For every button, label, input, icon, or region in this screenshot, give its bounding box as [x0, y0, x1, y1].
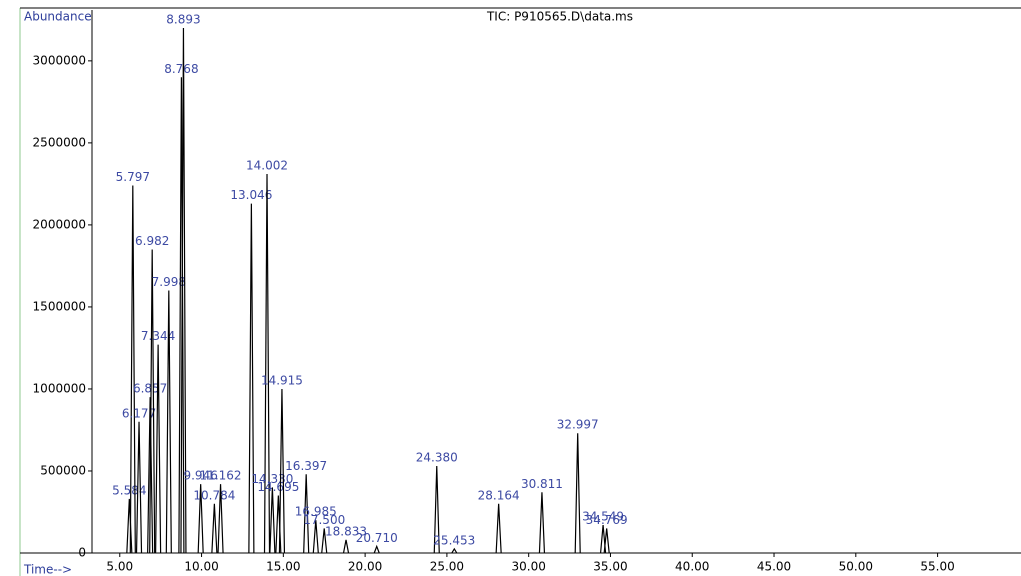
peak: [303, 474, 310, 554]
x-tick-label: 40.00: [675, 560, 709, 574]
y-tick-label: 0: [78, 546, 86, 560]
peak: [248, 203, 255, 554]
x-tick-label: 10.00: [184, 560, 218, 574]
peak-label: 11.162: [200, 469, 242, 483]
peak-label: 10.784: [193, 488, 235, 502]
y-axis-label: Abundance: [24, 10, 92, 24]
peak-label: 8.893: [166, 13, 200, 27]
peak: [180, 28, 187, 554]
peak: [433, 466, 440, 554]
peak-label: 7.998: [152, 275, 186, 289]
peak: [342, 539, 350, 554]
peak: [155, 344, 162, 554]
peak-label: 9.946: [183, 469, 217, 483]
x-tick-label: 15.00: [266, 560, 300, 574]
x-tick-label: 50.00: [839, 560, 873, 574]
peak-label: 14.002: [246, 159, 288, 173]
peak-label: 20.710: [356, 531, 398, 545]
peak-label: 8.768: [164, 62, 198, 76]
chart-title: TIC: P910565.D\data.ms: [486, 10, 633, 24]
peak: [165, 290, 172, 554]
peak: [269, 487, 276, 554]
y-tick-label: 1500000: [33, 299, 86, 313]
x-tick-label: 25.00: [430, 560, 464, 574]
peak-label: 7.344: [141, 329, 175, 343]
peak-label: 18.833: [325, 524, 367, 538]
peak: [451, 547, 458, 554]
x-tick-label: 35.00: [593, 560, 627, 574]
peak: [178, 77, 185, 554]
peak: [197, 484, 204, 554]
peak-label: 16.397: [285, 459, 327, 473]
peak-label: 34.549: [582, 510, 624, 524]
x-tick-label: 55.00: [920, 560, 954, 574]
x-axis-label: Time-->: [23, 563, 72, 576]
peak-label: 5.797: [116, 170, 150, 184]
peak: [321, 528, 328, 554]
peak-label: 13.046: [230, 188, 272, 202]
y-tick-label: 1000000: [33, 381, 86, 395]
peak: [373, 544, 380, 554]
peak: [211, 503, 218, 554]
y-tick-label: 2000000: [33, 217, 86, 231]
peak: [147, 397, 154, 554]
peak-label: 28.164: [478, 488, 520, 502]
peak-label: 34.769: [586, 513, 628, 527]
x-tick-label: 45.00: [757, 560, 791, 574]
x-tick-label: 5.00: [106, 560, 133, 574]
peak-label: 6.177: [122, 406, 156, 420]
y-tick-label: 500000: [40, 463, 86, 477]
peak: [217, 484, 224, 554]
x-tick-label: 20.00: [348, 560, 382, 574]
peak: [538, 492, 546, 554]
peak: [135, 421, 143, 554]
peak: [278, 388, 286, 554]
peak-label: 16.985: [295, 505, 337, 519]
peak-label: 14.695: [257, 480, 299, 494]
peak: [312, 520, 319, 554]
x-tick-label: 30.00: [511, 560, 545, 574]
peak: [149, 249, 156, 554]
peak-label: 17.500: [303, 513, 345, 527]
peak: [603, 528, 610, 554]
peak: [263, 174, 271, 554]
peak-label: 30.811: [521, 477, 563, 491]
peak: [129, 185, 136, 554]
peak-label: 32.997: [557, 418, 599, 432]
peak-label: 25.453: [433, 533, 475, 547]
y-tick-label: 2500000: [33, 135, 86, 149]
peak: [574, 433, 581, 554]
peak: [495, 503, 502, 554]
peak-label: 14.915: [261, 373, 303, 387]
peak-label: 5.584: [112, 483, 146, 497]
peak-label: 6.982: [135, 234, 169, 248]
peak-label: 24.380: [416, 451, 458, 465]
peak-label: 6.857: [133, 382, 167, 396]
y-tick-label: 3000000: [33, 53, 86, 67]
